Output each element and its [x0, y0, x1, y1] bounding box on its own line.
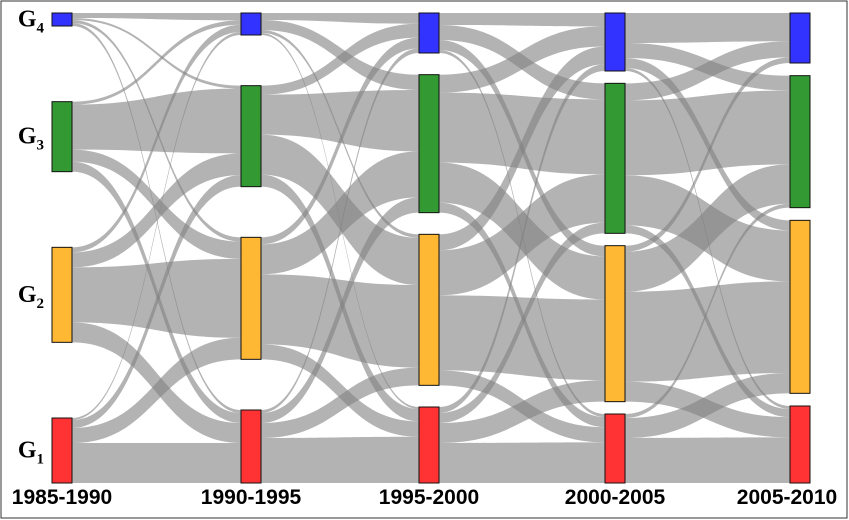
- flow: [261, 151, 419, 275]
- flow: [261, 13, 419, 24]
- node: [51, 12, 73, 27]
- node: [418, 233, 440, 386]
- flow: [72, 175, 241, 428]
- node: [51, 246, 73, 343]
- node: [240, 12, 262, 36]
- flow: [72, 32, 241, 421]
- node: [604, 12, 626, 72]
- flow: [439, 46, 605, 251]
- period-label: 1990-1995: [201, 486, 302, 509]
- flow: [72, 153, 241, 268]
- flow: [439, 174, 605, 296]
- flow: [625, 164, 790, 292]
- node: [418, 74, 440, 214]
- flow: [625, 90, 790, 176]
- node: [604, 82, 626, 234]
- group-label: G4: [18, 7, 45, 37]
- group-label: G3: [18, 124, 44, 154]
- group-label: G2: [18, 282, 44, 312]
- flow: [261, 436, 419, 483]
- period-label: 1985-1990: [12, 486, 112, 509]
- flow: [439, 442, 605, 483]
- flow: [72, 88, 241, 154]
- flow: [261, 197, 419, 423]
- group-letter: G: [18, 7, 37, 33]
- flow: [261, 37, 419, 245]
- period-label: 1995-2000: [379, 486, 479, 509]
- flow: [72, 20, 241, 105]
- flow: [72, 18, 241, 89]
- flow: [625, 203, 790, 418]
- group-index: 3: [37, 138, 45, 154]
- flow: [261, 23, 419, 95]
- flow: [261, 367, 419, 438]
- node: [789, 405, 811, 484]
- flow: [439, 92, 605, 175]
- node: [789, 219, 811, 394]
- flow: [439, 26, 605, 93]
- flow: [439, 13, 605, 27]
- flow: [261, 344, 419, 437]
- period-label: 2000-2005: [565, 486, 666, 509]
- flow: [439, 380, 605, 443]
- node: [418, 406, 440, 484]
- group-label: G1: [18, 438, 44, 468]
- group-index: 2: [37, 296, 45, 312]
- node: [240, 409, 262, 484]
- labels: 1985-1990 1990-1995 1995-2000 2000-2005 2005…: [12, 7, 837, 510]
- node: [789, 75, 811, 209]
- flow: [625, 437, 790, 483]
- flow: [625, 57, 790, 252]
- flow: [625, 41, 790, 101]
- flow: [72, 443, 241, 483]
- node: [240, 236, 262, 360]
- links: [72, 13, 790, 483]
- flow: [439, 295, 605, 381]
- flow: [72, 322, 241, 443]
- flow: [72, 337, 241, 443]
- flow: [439, 222, 605, 423]
- group-index: 4: [37, 21, 45, 37]
- flow: [261, 48, 419, 414]
- flow: [625, 372, 790, 438]
- node: [604, 413, 626, 484]
- group-letter: G: [18, 124, 37, 150]
- nodes: [51, 12, 811, 484]
- group-letter: G: [18, 282, 37, 308]
- flow: [439, 64, 605, 414]
- node: [789, 12, 811, 64]
- node: [418, 12, 440, 54]
- flow: [625, 13, 790, 43]
- period-label: 2005-2010: [737, 486, 837, 509]
- flow: [625, 281, 790, 382]
- node: [51, 101, 73, 173]
- node: [604, 245, 626, 403]
- flow: [72, 24, 241, 253]
- group-index: 1: [37, 452, 45, 468]
- node: [240, 85, 262, 188]
- flow: [261, 274, 419, 368]
- node: [51, 417, 73, 484]
- flow: [72, 13, 241, 21]
- flow: [261, 90, 419, 152]
- group-letter: G: [18, 438, 37, 464]
